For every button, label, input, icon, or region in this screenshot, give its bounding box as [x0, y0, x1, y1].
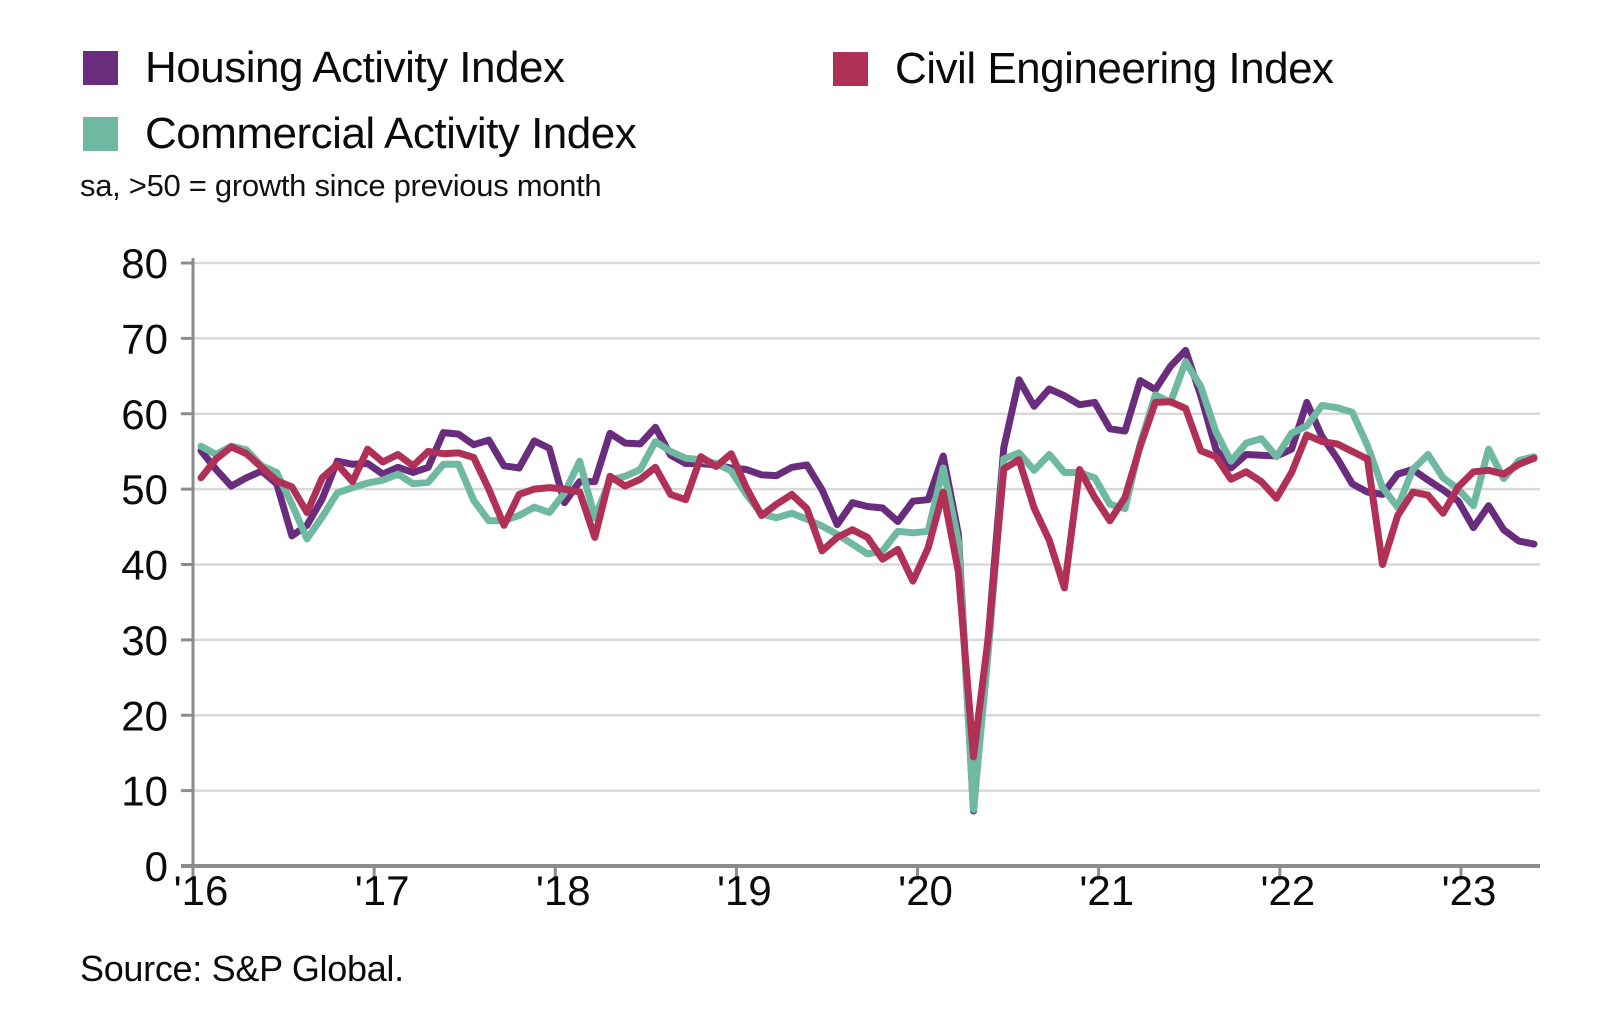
legend-swatch-housing-icon — [83, 51, 118, 85]
x-tick-label-19: '19 — [717, 867, 772, 914]
x-tick-label-22: '22 — [1260, 867, 1315, 914]
x-tick-label-21: '21 — [1079, 867, 1134, 914]
y-tick-label-50: 50 — [121, 466, 168, 513]
gridlines — [193, 261, 1540, 792]
legend-item-commercial: Commercial Activity Index — [83, 109, 637, 158]
axis-tick-labels: 0 10 20 30 40 50 60 70 80 '16 '17 '18 '19 '20 '21 '22 '2… — [121, 240, 1496, 914]
x-tick-label-18: '18 — [536, 867, 591, 914]
y-tick-label-30: 30 — [121, 617, 168, 664]
axes — [181, 258, 1540, 880]
x-tick-label-16: '16 — [174, 867, 229, 914]
series-line-commercial — [197, 358, 1538, 813]
series-line-housing — [197, 346, 1538, 815]
y-tick-label-70: 70 — [121, 315, 168, 362]
y-tick-label-60: 60 — [121, 391, 168, 438]
x-tick-label-20: '20 — [898, 867, 953, 914]
series-lines — [197, 346, 1538, 815]
legend-swatch-civil-icon — [833, 52, 868, 86]
source-note: Source: S&P Global. — [80, 948, 404, 989]
x-tick-label-23: '23 — [1442, 867, 1497, 914]
y-tick-label-80: 80 — [121, 240, 168, 287]
x-tick-label-17: '17 — [355, 867, 410, 914]
chart-subtitle: sa, >50 = growth since previous month — [80, 168, 602, 203]
y-tick-label-40: 40 — [121, 542, 168, 589]
legend-label-civil: Civil Engineering Index — [895, 44, 1334, 93]
legend-label-housing: Housing Activity Index — [145, 43, 565, 92]
y-tick-label-20: 20 — [121, 692, 168, 739]
y-tick-label-0: 0 — [145, 843, 168, 890]
legend-item-housing: Housing Activity Index — [83, 43, 565, 92]
legend-label-commercial: Commercial Activity Index — [145, 109, 637, 158]
legend-item-civil: Civil Engineering Index — [833, 47, 1334, 91]
y-tick-label-10: 10 — [121, 768, 168, 815]
series-line-civil — [197, 398, 1538, 761]
legend-swatch-commercial-icon — [83, 117, 118, 151]
